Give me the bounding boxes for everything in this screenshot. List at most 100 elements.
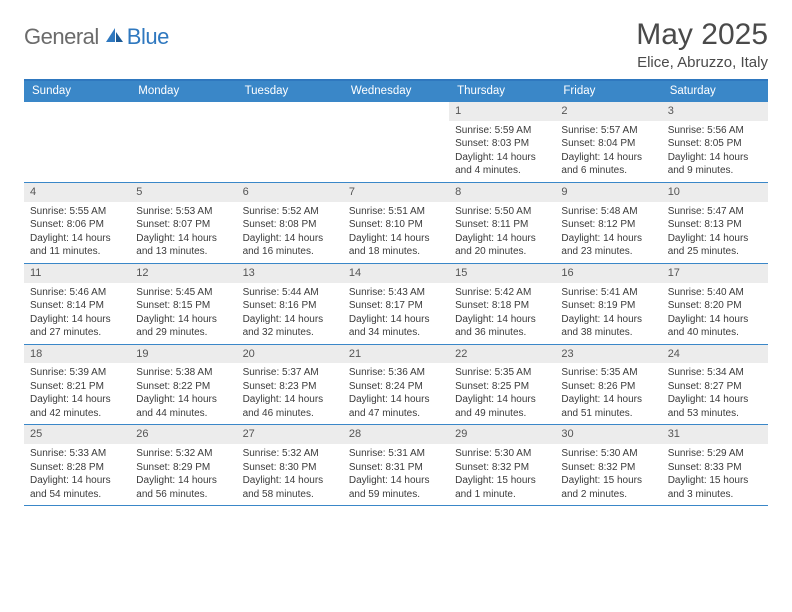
weekday-label: Wednesday [343, 81, 449, 102]
sunrise-text: Sunrise: 5:31 AM [349, 447, 443, 461]
day-body: Sunrise: 5:51 AMSunset: 8:10 PMDaylight:… [347, 205, 445, 259]
day-body: Sunrise: 5:56 AMSunset: 8:05 PMDaylight:… [666, 124, 764, 178]
weekday-label: Friday [555, 81, 661, 102]
day-cell: 28 Sunrise: 5:31 AMSunset: 8:31 PMDayligh… [343, 425, 449, 505]
sunset-text: Sunset: 8:32 PM [561, 461, 655, 475]
sunrise-text: Sunrise: 5:33 AM [30, 447, 124, 461]
sunset-text: Sunset: 8:29 PM [136, 461, 230, 475]
sunrise-text: Sunrise: 5:47 AM [668, 205, 762, 219]
day-number: 27 [237, 425, 343, 444]
day-body: Sunrise: 5:43 AMSunset: 8:17 PMDaylight:… [347, 286, 445, 340]
day-cell: 17Sunrise: 5:40 AMSunset: 8:20 PMDayligh… [662, 264, 768, 344]
day-cell: 5Sunrise: 5:53 AMSunset: 8:07 PMDaylight… [130, 183, 236, 263]
day-cell: 26Sunrise: 5:32 AMSunset: 8:29 PMDayligh… [130, 425, 236, 505]
sunrise-text: Sunrise: 5:32 AM [136, 447, 230, 461]
daylight-text: Daylight: 15 hours and 3 minutes. [668, 474, 762, 501]
sunset-text: Sunset: 8:27 PM [668, 380, 762, 394]
sunset-text: Sunset: 8:15 PM [136, 299, 230, 313]
daylight-text: Daylight: 14 hours and 18 minutes. [349, 232, 443, 259]
sunrise-text: Sunrise: 5:30 AM [561, 447, 655, 461]
daylight-text: Daylight: 14 hours and 16 minutes. [243, 232, 337, 259]
brand-part2: Blue [127, 24, 169, 50]
day-body: Sunrise: 5:52 AMSunset: 8:08 PMDaylight:… [241, 205, 339, 259]
sunset-text: Sunset: 8:19 PM [561, 299, 655, 313]
day-cell: 18Sunrise: 5:39 AMSunset: 8:21 PMDayligh… [24, 345, 130, 425]
daylight-text: Daylight: 14 hours and 54 minutes. [30, 474, 124, 501]
day-cell: 4Sunrise: 5:55 AMSunset: 8:06 PMDaylight… [24, 183, 130, 263]
day-body: Sunrise: 5:37 AMSunset: 8:23 PMDaylight:… [241, 366, 339, 420]
daylight-text: Daylight: 14 hours and 42 minutes. [30, 393, 124, 420]
day-body: Sunrise: 5:31 AMSunset: 8:31 PMDaylight:… [347, 447, 445, 501]
sunrise-text: Sunrise: 5:36 AM [349, 366, 443, 380]
day-number: 7 [343, 183, 449, 202]
daylight-text: Daylight: 15 hours and 1 minute. [455, 474, 549, 501]
sunrise-text: Sunrise: 5:53 AM [136, 205, 230, 219]
sunset-text: Sunset: 8:30 PM [243, 461, 337, 475]
day-body: Sunrise: 5:39 AMSunset: 8:21 PMDaylight:… [28, 366, 126, 420]
sunrise-text: Sunrise: 5:43 AM [349, 286, 443, 300]
day-number: 13 [237, 264, 343, 283]
day-body: Sunrise: 5:59 AMSunset: 8:03 PMDaylight:… [453, 124, 551, 178]
sunset-text: Sunset: 8:04 PM [561, 137, 655, 151]
day-number: 9 [555, 183, 661, 202]
day-body: Sunrise: 5:53 AMSunset: 8:07 PMDaylight:… [134, 205, 232, 259]
daylight-text: Daylight: 14 hours and 49 minutes. [455, 393, 549, 420]
daylight-text: Daylight: 14 hours and 47 minutes. [349, 393, 443, 420]
day-number: 16 [555, 264, 661, 283]
day-cell: 22 Sunrise: 5:35 AMSunset: 8:25 PMDayligh… [449, 345, 555, 425]
brand-part1: General [24, 24, 99, 50]
day-number: 29 [449, 425, 555, 444]
month-title: May 2025 [636, 18, 768, 52]
day-number: 2 [555, 102, 661, 121]
day-number: 22 [449, 345, 555, 364]
sunrise-text: Sunrise: 5:52 AM [243, 205, 337, 219]
week-row: 11Sunrise: 5:46 AMSunset: 8:14 PMDayligh… [24, 264, 768, 345]
day-cell: 11Sunrise: 5:46 AMSunset: 8:14 PMDayligh… [24, 264, 130, 344]
day-body: Sunrise: 5:50 AMSunset: 8:11 PMDaylight:… [453, 205, 551, 259]
sunset-text: Sunset: 8:24 PM [349, 380, 443, 394]
daylight-text: Daylight: 14 hours and 27 minutes. [30, 313, 124, 340]
day-body: Sunrise: 5:44 AMSunset: 8:16 PMDaylight:… [241, 286, 339, 340]
week-row: 18Sunrise: 5:39 AMSunset: 8:21 PMDayligh… [24, 345, 768, 426]
day-number: 17 [662, 264, 768, 283]
sunrise-text: Sunrise: 5:38 AM [136, 366, 230, 380]
day-number: 1 [449, 102, 555, 121]
daylight-text: Daylight: 14 hours and 58 minutes. [243, 474, 337, 501]
sunset-text: Sunset: 8:10 PM [349, 218, 443, 232]
day-number: 12 [130, 264, 236, 283]
sunrise-text: Sunrise: 5:59 AM [455, 124, 549, 138]
sunset-text: Sunset: 8:03 PM [455, 137, 549, 151]
sunrise-text: Sunrise: 5:37 AM [243, 366, 337, 380]
day-cell: 8Sunrise: 5:50 AMSunset: 8:11 PMDaylight… [449, 183, 555, 263]
day-body: Sunrise: 5:32 AMSunset: 8:30 PMDaylight:… [241, 447, 339, 501]
week-row: 25Sunrise: 5:33 AMSunset: 8:28 PMDayligh… [24, 425, 768, 506]
day-body: Sunrise: 5:57 AMSunset: 8:04 PMDaylight:… [559, 124, 657, 178]
day-number: 24 [662, 345, 768, 364]
daylight-text: Daylight: 14 hours and 6 minutes. [561, 151, 655, 178]
day-number: 21 [343, 345, 449, 364]
day-body: Sunrise: 5:38 AMSunset: 8:22 PMDaylight:… [134, 366, 232, 420]
weekday-label: Monday [130, 81, 236, 102]
day-number: 28 [343, 425, 449, 444]
calendar: SundayMondayTuesdayWednesdayThursdayFrid… [24, 79, 768, 506]
week-row: ....1Sunrise: 5:59 AMSunset: 8:03 PMDayl… [24, 102, 768, 183]
day-body: Sunrise: 5:45 AMSunset: 8:15 PMDaylight:… [134, 286, 232, 340]
sunset-text: Sunset: 8:17 PM [349, 299, 443, 313]
day-body: Sunrise: 5:35 AMSunset: 8:25 PMDaylight:… [453, 366, 551, 420]
sunset-text: Sunset: 8:21 PM [30, 380, 124, 394]
day-number: 6 [237, 183, 343, 202]
day-body: Sunrise: 5:55 AMSunset: 8:06 PMDaylight:… [28, 205, 126, 259]
daylight-text: Daylight: 14 hours and 51 minutes. [561, 393, 655, 420]
day-cell: 2 Sunrise: 5:57 AMSunset: 8:04 PMDaylight… [555, 102, 661, 182]
day-body: Sunrise: 5:33 AMSunset: 8:28 PMDaylight:… [28, 447, 126, 501]
day-cell: 16Sunrise: 5:41 AMSunset: 8:19 PMDayligh… [555, 264, 661, 344]
day-cell: 3Sunrise: 5:56 AMSunset: 8:05 PMDaylight… [662, 102, 768, 182]
day-number: 11 [24, 264, 130, 283]
title-block: May 2025 Elice, Abruzzo, Italy [636, 18, 768, 71]
day-cell: 27 Sunrise: 5:32 AMSunset: 8:30 PMDayligh… [237, 425, 343, 505]
sunset-text: Sunset: 8:23 PM [243, 380, 337, 394]
sunrise-text: Sunrise: 5:32 AM [243, 447, 337, 461]
day-number: 23 [555, 345, 661, 364]
weekday-label: Sunday [24, 81, 130, 102]
sunrise-text: Sunrise: 5:35 AM [455, 366, 549, 380]
